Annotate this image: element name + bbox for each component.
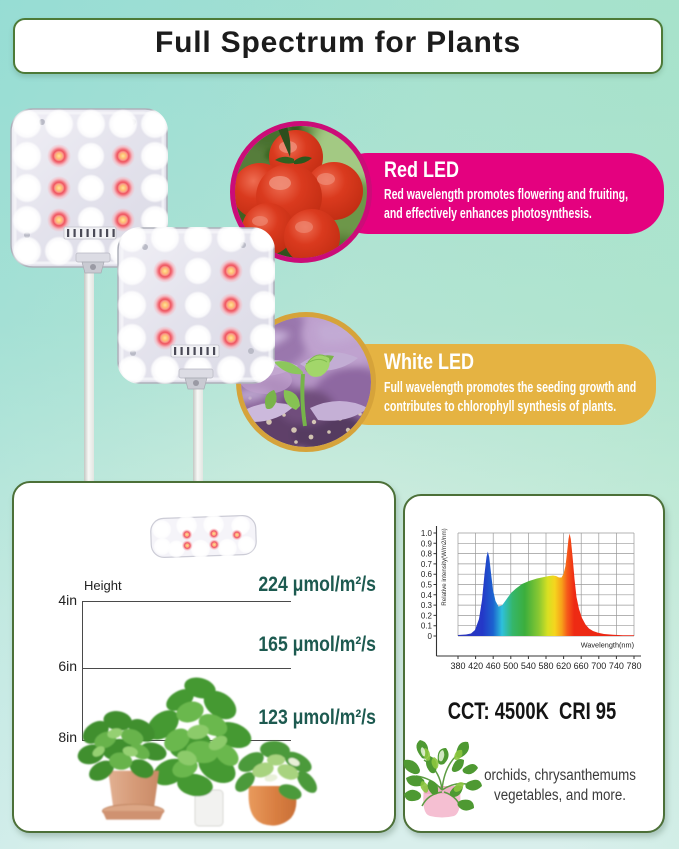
svg-text:Wavelength(nm): Wavelength(nm) <box>581 641 634 650</box>
svg-text:500: 500 <box>503 661 518 671</box>
svg-text:780: 780 <box>626 661 641 671</box>
svg-text:0.9: 0.9 <box>421 539 433 548</box>
svg-text:0.2: 0.2 <box>421 611 433 620</box>
svg-text:0.5: 0.5 <box>421 581 433 590</box>
svg-text:0.7: 0.7 <box>421 560 433 569</box>
svg-text:0.4: 0.4 <box>421 591 433 600</box>
svg-text:580: 580 <box>538 661 553 671</box>
svg-text:Relative intensity(W/m2/nm): Relative intensity(W/m2/nm) <box>441 528 448 605</box>
svg-text:540: 540 <box>521 661 536 671</box>
svg-text:620: 620 <box>556 661 571 671</box>
svg-text:380: 380 <box>450 661 465 671</box>
svg-text:660: 660 <box>574 661 589 671</box>
svg-text:740: 740 <box>609 661 624 671</box>
svg-text:0.3: 0.3 <box>421 601 433 610</box>
svg-text:420: 420 <box>468 661 483 671</box>
svg-text:0.1: 0.1 <box>421 622 433 631</box>
svg-text:1.0: 1.0 <box>421 529 433 538</box>
svg-text:460: 460 <box>486 661 501 671</box>
svg-text:0.8: 0.8 <box>421 550 433 559</box>
svg-text:700: 700 <box>591 661 606 671</box>
svg-text:0: 0 <box>428 632 433 641</box>
svg-text:0.6: 0.6 <box>421 570 433 579</box>
